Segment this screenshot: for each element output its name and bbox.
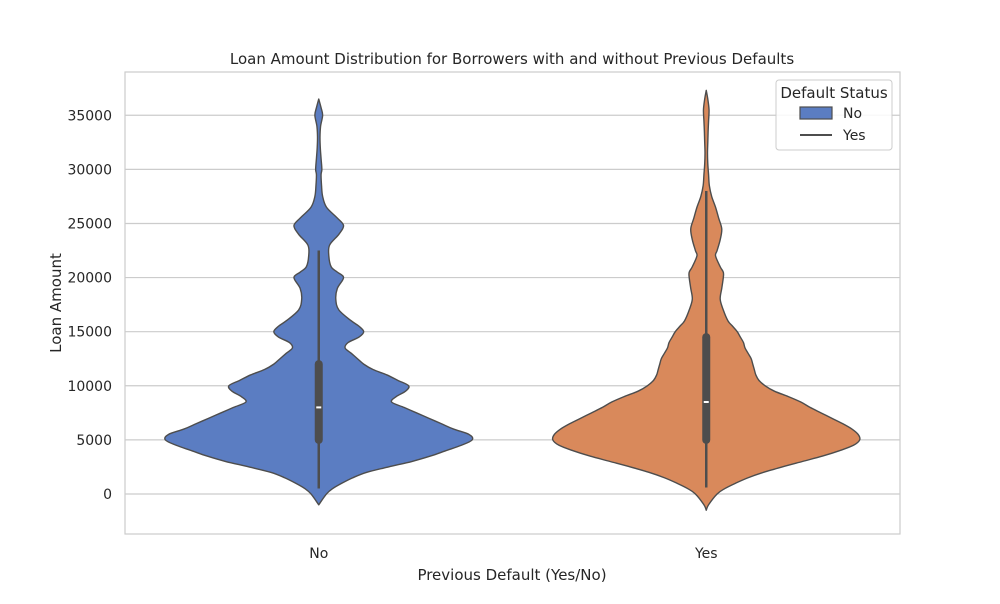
y-tick-label: 15000 — [67, 325, 112, 341]
y-tick-label: 5000 — [76, 433, 112, 449]
legend-swatch-no — [799, 106, 833, 120]
legend-frame — [775, 79, 893, 151]
legend-label-yes: Yes — [842, 128, 866, 144]
x-tick-labels: No Yes — [309, 546, 717, 562]
legend-title: Default Status — [780, 84, 888, 102]
legend-label-no: No — [843, 106, 862, 122]
x-tick-label: No — [309, 546, 328, 562]
legend: Default Status No Yes — [775, 79, 893, 151]
inner-boxes — [314, 191, 711, 489]
y-tick-label: 25000 — [67, 216, 112, 232]
y-tick-label: 0 — [103, 487, 112, 503]
chart-title: Loan Amount Distribution for Borrowers w… — [230, 50, 794, 68]
y-tick-labels: 0 5000 10000 15000 20000 25000 30000 35000 — [67, 108, 112, 503]
x-axis-label: Previous Default (Yes/No) — [417, 566, 606, 584]
y-tick-label: 35000 — [67, 108, 112, 124]
y-axis-label: Loan Amount — [47, 253, 65, 353]
y-tick-label: 10000 — [67, 379, 112, 395]
x-tick-label: Yes — [694, 546, 718, 562]
y-tick-label: 20000 — [67, 271, 112, 287]
y-tick-label: 30000 — [67, 162, 112, 178]
plot-area-frame — [124, 71, 901, 535]
